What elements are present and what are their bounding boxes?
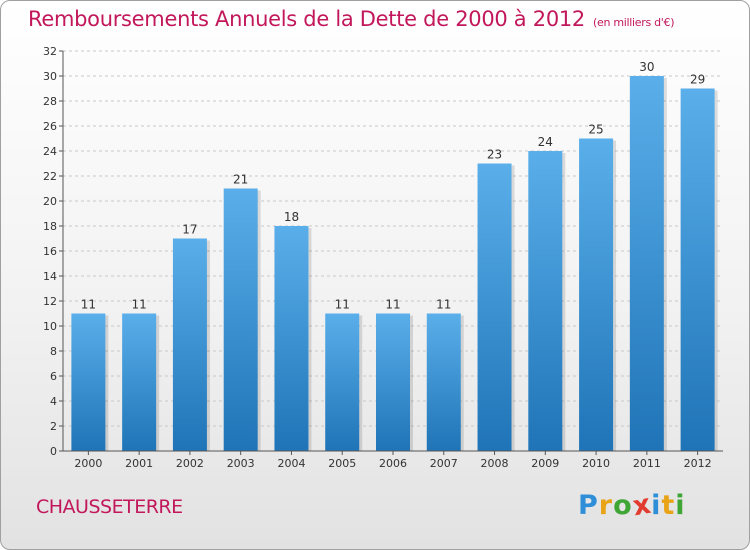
- chart-subtitle: (en milliers d'€): [593, 16, 675, 29]
- logo-letter: t: [661, 490, 676, 521]
- data-label: 11: [335, 298, 350, 312]
- data-label: 17: [182, 223, 197, 237]
- commune-name: CHAUSSETERRE: [36, 496, 183, 518]
- chart-title: Remboursements Annuels de la Dette de 20…: [28, 7, 674, 31]
- bar-2006: [376, 313, 410, 451]
- data-labels: 11 11 17 21 18 11 11 11 23 24 25 30 29: [81, 60, 706, 312]
- y-tick-label: 6: [50, 370, 57, 383]
- logo-letter: r: [598, 490, 614, 521]
- bar-2012: [680, 88, 715, 451]
- bar-2003: [223, 188, 258, 451]
- x-tick-label: 2005: [328, 457, 356, 470]
- data-label: 23: [487, 148, 502, 162]
- y-tick-label: 16: [43, 245, 57, 258]
- y-tick-label: 2: [50, 420, 57, 433]
- y-tick-label: 0: [50, 445, 57, 458]
- y-tick-label: 10: [43, 320, 57, 333]
- x-tick-label: 2001: [125, 457, 153, 470]
- y-tick-label: 8: [50, 345, 57, 358]
- bar-2009: [528, 151, 563, 451]
- bar-2011: [629, 76, 664, 451]
- y-tick-label: 26: [43, 120, 57, 133]
- x-tick-label: 2010: [582, 457, 610, 470]
- bar-2002: [172, 238, 207, 451]
- x-tick-label: 2000: [74, 457, 102, 470]
- data-label: 11: [436, 298, 451, 312]
- bar-2010: [579, 138, 614, 451]
- y-tick-label: 32: [43, 45, 57, 58]
- title-text: Remboursements Annuels de la Dette de 20…: [28, 7, 585, 31]
- data-label: 30: [639, 60, 654, 74]
- x-tick-label: 2003: [227, 457, 255, 470]
- bar-2004: [274, 226, 309, 451]
- x-tick-label: 2011: [633, 457, 661, 470]
- data-label: 18: [284, 210, 299, 224]
- logo-letter: i: [675, 490, 686, 521]
- bar-2000: [71, 313, 106, 451]
- x-tick-label: 2008: [481, 457, 509, 470]
- x-tick-label: 2002: [176, 457, 204, 470]
- data-label: 21: [233, 173, 248, 187]
- proxiti-logo: Proxiti: [578, 489, 686, 523]
- y-tick-label: 24: [43, 145, 57, 158]
- logo-letter: o: [613, 490, 633, 521]
- data-label: 29: [690, 73, 705, 87]
- y-tick-label: 14: [43, 270, 57, 283]
- bar-2007: [426, 313, 461, 451]
- y-tick-label: 28: [43, 95, 57, 108]
- x-tick-label: 2006: [379, 457, 407, 470]
- data-label: 11: [385, 298, 400, 312]
- x-tick-label: 2004: [277, 457, 305, 470]
- y-tick-label: 18: [43, 220, 57, 233]
- logo-letter: P: [578, 490, 599, 521]
- data-label: 24: [538, 135, 553, 149]
- y-tick-label: 12: [43, 295, 57, 308]
- y-tick-label: 22: [43, 170, 57, 183]
- x-tick-label: 2007: [430, 457, 458, 470]
- y-tick-label: 30: [43, 70, 57, 83]
- y-tick-label: 4: [50, 395, 57, 408]
- bar-2008: [477, 163, 512, 451]
- logo-letter: i: [651, 490, 662, 521]
- data-label: 11: [81, 298, 96, 312]
- y-tick-label: 20: [43, 195, 57, 208]
- x-tick-label: 2009: [531, 457, 559, 470]
- x-tick-label: 2012: [684, 457, 712, 470]
- data-label: 25: [588, 123, 603, 137]
- bars: [71, 76, 718, 451]
- data-label: 11: [132, 298, 147, 312]
- bar-2005: [325, 313, 360, 451]
- bar-2001: [122, 313, 157, 451]
